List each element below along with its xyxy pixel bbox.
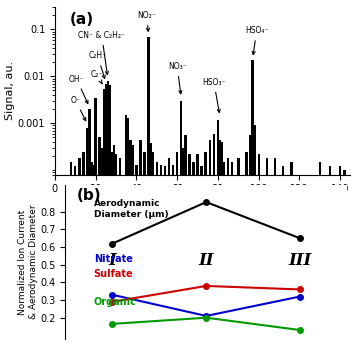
Text: Aerodynamic
Diameter (μm): Aerodynamic Diameter (μm) [93, 199, 168, 219]
Bar [149, 143, 152, 353]
Bar [107, 81, 109, 353]
Bar [231, 162, 233, 353]
Bar [86, 128, 89, 353]
Bar [227, 158, 229, 353]
Bar [251, 60, 254, 353]
Y-axis label: Normalized Ion Current
& Aerodynamic Diameter: Normalized Ion Current & Aerodynamic Dia… [18, 205, 38, 319]
Bar [217, 120, 219, 353]
Bar [109, 85, 111, 353]
Bar [152, 151, 154, 353]
Bar [119, 158, 121, 353]
Bar [192, 162, 195, 353]
Bar [160, 165, 162, 353]
Bar [147, 37, 150, 353]
Text: Nitrate: Nitrate [93, 254, 132, 264]
Bar [139, 139, 142, 353]
Bar [82, 151, 85, 353]
Text: (b): (b) [77, 189, 101, 203]
Bar [88, 109, 91, 353]
Bar [70, 162, 73, 353]
Bar [103, 89, 105, 353]
Bar [105, 84, 107, 353]
Bar [135, 165, 138, 353]
Bar [188, 154, 191, 353]
Text: III: III [289, 252, 312, 269]
X-axis label: m/z: m/z [193, 196, 213, 206]
Text: NO₂⁻: NO₂⁻ [137, 11, 156, 31]
Bar [339, 167, 342, 353]
Bar [182, 148, 184, 353]
Bar [282, 167, 284, 353]
Text: NO₃⁻: NO₃⁻ [168, 62, 187, 94]
Bar [164, 167, 166, 353]
Bar [90, 162, 93, 353]
Bar [143, 151, 146, 353]
Text: OH⁻: OH⁻ [69, 74, 88, 103]
Bar [180, 101, 182, 353]
Bar [176, 151, 178, 353]
Bar [115, 154, 117, 353]
Bar [319, 162, 321, 353]
Text: HSO₃⁻: HSO₃⁻ [202, 78, 225, 113]
Bar [209, 139, 211, 353]
Bar [200, 167, 203, 353]
Text: Sulfate: Sulfate [93, 269, 133, 280]
Bar [172, 165, 174, 353]
Bar [125, 115, 127, 353]
Bar [184, 136, 187, 353]
Bar [213, 134, 215, 353]
Bar [266, 158, 268, 353]
Bar [101, 148, 103, 353]
Bar [257, 154, 260, 353]
Text: C₂H⁻: C₂H⁻ [88, 51, 107, 78]
Bar [237, 158, 240, 353]
Text: CN⁻ & C₂H₂⁻: CN⁻ & C₂H₂⁻ [78, 31, 125, 74]
Bar [155, 162, 158, 353]
Bar [274, 158, 276, 353]
Bar [113, 145, 115, 353]
Bar [221, 142, 223, 353]
Bar [245, 151, 248, 353]
Bar [205, 151, 207, 353]
Text: (a): (a) [70, 12, 94, 27]
Bar [329, 167, 331, 353]
Text: I: I [109, 252, 116, 269]
Text: HSO₄⁻: HSO₄⁻ [245, 26, 268, 55]
Bar [98, 137, 101, 353]
Bar [223, 162, 225, 353]
Bar [95, 98, 97, 353]
Bar [249, 136, 252, 353]
Bar [253, 125, 256, 353]
Y-axis label: Signal, au.: Signal, au. [5, 61, 15, 120]
Bar [127, 118, 130, 353]
Bar [168, 158, 170, 353]
Text: C₂⁻: C₂⁻ [91, 70, 103, 84]
Text: Organic: Organic [93, 297, 137, 307]
Text: O⁻: O⁻ [70, 96, 86, 121]
Bar [92, 165, 95, 353]
Text: II: II [199, 252, 214, 269]
Bar [196, 154, 199, 353]
Bar [131, 145, 133, 353]
Bar [219, 139, 221, 353]
Bar [343, 170, 346, 353]
Bar [290, 162, 292, 353]
Bar [74, 167, 76, 353]
Bar [129, 139, 132, 353]
Bar [111, 151, 113, 353]
Bar [78, 158, 81, 353]
